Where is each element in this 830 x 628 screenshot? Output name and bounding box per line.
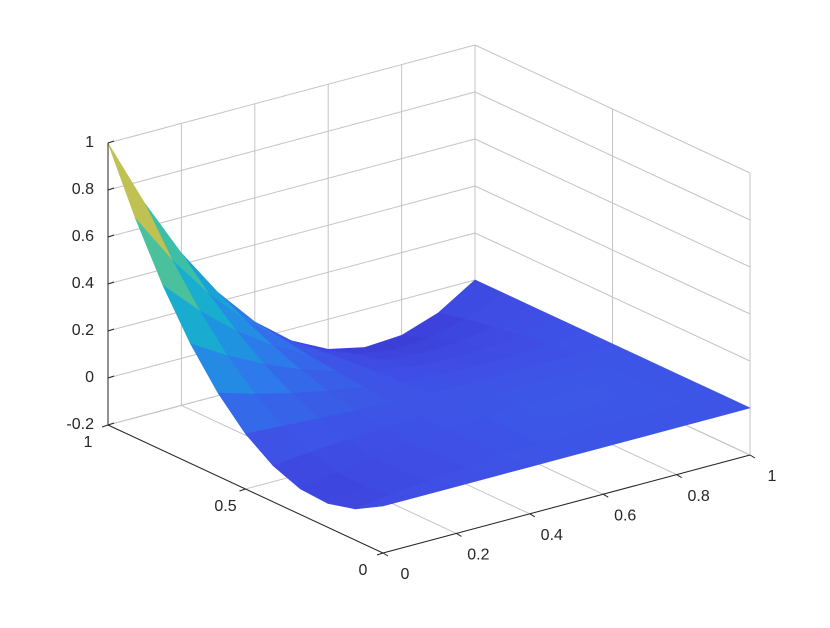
- x-tick: [382, 552, 389, 557]
- grid-line: [474, 138, 751, 268]
- z-tick-label: 1: [85, 134, 94, 151]
- grid-line: [107, 91, 476, 191]
- x-tick-label: 0: [401, 566, 410, 583]
- z-tick-label: 0.6: [72, 228, 94, 245]
- grid-line: [107, 279, 476, 379]
- z-tick: [107, 234, 115, 238]
- y-tick-label: 1: [84, 434, 93, 451]
- y-tick-label: 0.5: [214, 498, 236, 515]
- grid-line: [474, 232, 751, 362]
- surface-patch: [107, 142, 173, 261]
- x-tick-label: 1: [768, 468, 777, 485]
- z-tick: [107, 140, 115, 144]
- surface-patch: [355, 494, 421, 510]
- z-tick: [107, 281, 115, 285]
- y-tick: [376, 552, 384, 556]
- z-tick-label: -0.2: [66, 416, 94, 433]
- x-tick: [529, 513, 536, 518]
- y-tick: [239, 488, 246, 492]
- x-tick: [676, 474, 682, 479]
- x-axis-line: [382, 454, 751, 554]
- x-tick-label: 0.8: [687, 488, 709, 505]
- z-tick: [107, 375, 115, 379]
- y-tick: [101, 424, 109, 428]
- z-tick: [107, 187, 115, 191]
- x-tick-label: 0.4: [541, 527, 563, 544]
- z-tick-label: 0: [85, 369, 94, 386]
- grid-line: [474, 44, 751, 174]
- grid-line: [474, 91, 751, 221]
- z-tick-label: 0.8: [72, 181, 94, 198]
- y-tick-label: 0: [359, 562, 368, 579]
- x-tick-label: 0.2: [467, 547, 489, 564]
- z-tick-label: 0.2: [72, 322, 94, 339]
- x-tick: [749, 454, 756, 459]
- x-tick: [456, 532, 462, 537]
- grid-line: [107, 232, 476, 332]
- z-tick: [107, 422, 115, 426]
- z-tick-label: 0.4: [72, 275, 94, 292]
- grid-line: [107, 138, 476, 238]
- x-tick-label: 0.6: [614, 507, 636, 524]
- x-tick: [602, 493, 609, 498]
- z-tick: [107, 328, 115, 332]
- grid-line: [474, 185, 751, 315]
- grid-line: [107, 44, 476, 144]
